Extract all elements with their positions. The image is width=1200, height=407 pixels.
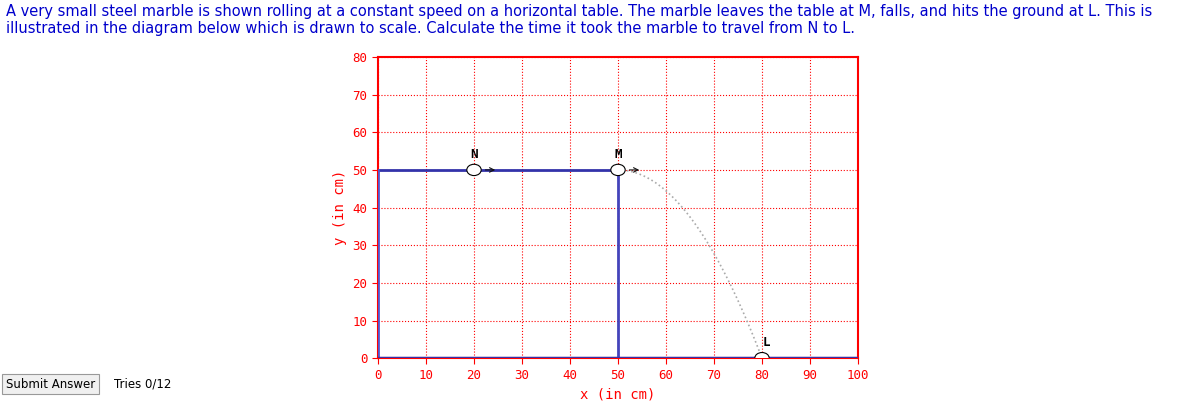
Text: M: M — [614, 147, 622, 160]
Text: A very small steel marble is shown rolling at a constant speed on a horizontal t: A very small steel marble is shown rolli… — [6, 4, 1152, 37]
Text: L: L — [763, 336, 770, 349]
Y-axis label: y (in cm): y (in cm) — [334, 170, 347, 245]
Text: Tries 0/12: Tries 0/12 — [114, 378, 172, 391]
Circle shape — [467, 164, 481, 175]
Circle shape — [755, 352, 769, 364]
X-axis label: x (in cm): x (in cm) — [581, 387, 655, 401]
Text: Submit Answer: Submit Answer — [6, 378, 95, 391]
Text: N: N — [470, 147, 478, 160]
Circle shape — [611, 164, 625, 175]
